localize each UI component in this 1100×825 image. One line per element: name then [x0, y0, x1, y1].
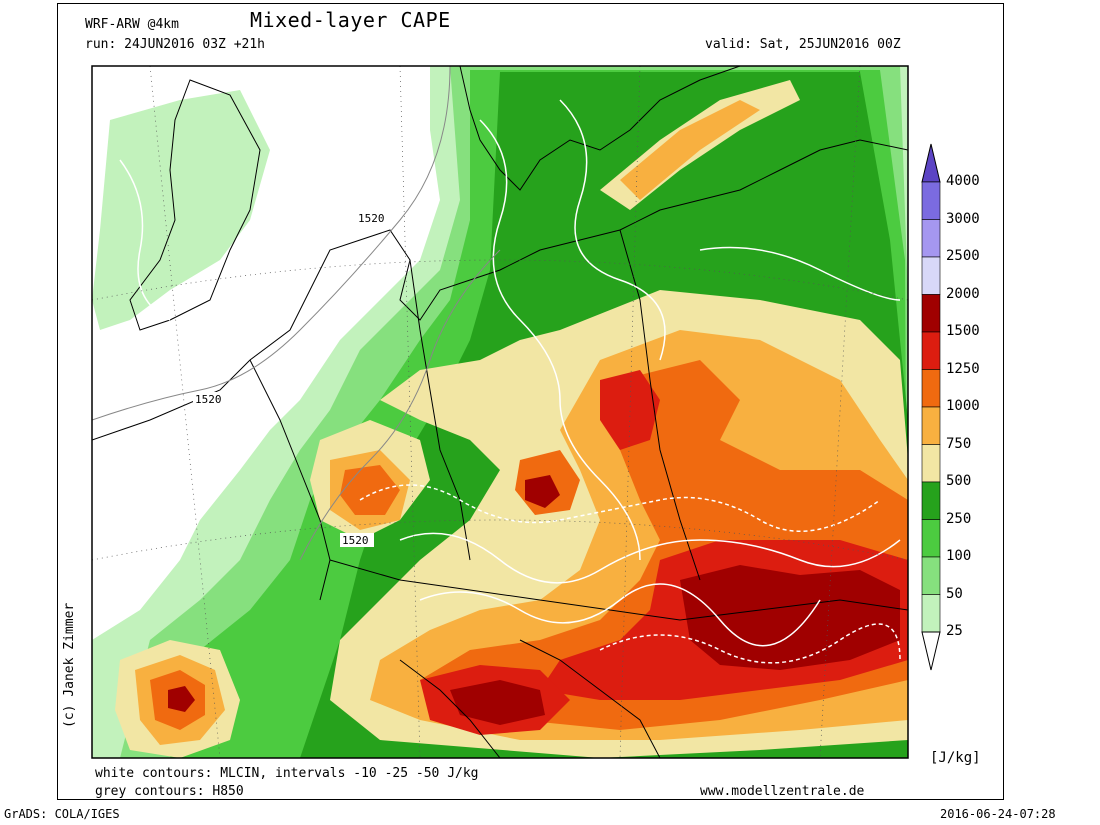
mlcin-contour: [479, 119, 641, 561]
mlcin-contour: [419, 583, 821, 647]
legend-level-label: 250: [946, 510, 972, 527]
border-south: [329, 559, 908, 621]
coast-adriatic: [519, 639, 661, 758]
contour-label-bg: [193, 392, 227, 406]
legend-color-box: [921, 219, 941, 258]
map-fields: [92, 66, 908, 758]
cape-area-750-band: [620, 100, 760, 200]
grid-line: [399, 66, 421, 758]
legend-color-box: [921, 294, 941, 333]
contour-label: 1520: [342, 534, 369, 547]
legend-color-box: [921, 369, 941, 408]
coastlines: [92, 66, 908, 758]
cape-area-1500-alps: [450, 680, 545, 725]
grads-label: GrADS: COLA/IGES: [4, 807, 120, 821]
legend-level-label: 3000: [946, 210, 980, 227]
cape-area-1500-biscay: [168, 686, 195, 712]
figure-frame: [57, 3, 1004, 800]
chart-title: Mixed-layer CAPE: [250, 8, 451, 32]
run-label: run: 24JUN2016 03Z +21h: [85, 37, 266, 52]
timestamp-label: 2016-06-24-07:28: [940, 807, 1056, 821]
legend-level-label: 50: [946, 585, 963, 602]
cape-area-1000-west: [340, 465, 400, 515]
border-west: [249, 359, 331, 601]
grid-line: [149, 66, 221, 758]
contour-label-bg: [340, 533, 374, 547]
legend-arrow-bottom: [921, 631, 941, 671]
grid-line: [92, 259, 908, 301]
mlcin-contours: [119, 99, 901, 664]
footer-mlcin-note: white contours: MLCIN, intervals -10 -25…: [95, 766, 479, 781]
map-border: [91, 65, 909, 759]
legend-color-box: [921, 181, 941, 220]
mlcin-contour: [699, 246, 901, 301]
legend-arrow-top: [921, 143, 941, 183]
border-east: [619, 229, 701, 581]
legend-color-boxes: [921, 143, 941, 671]
mlcin-contour: [119, 159, 171, 321]
grid-line: [619, 66, 641, 758]
cape-area-1500-center: [525, 475, 560, 508]
legend-color-box: [921, 556, 941, 595]
legend-level-label: 25: [946, 623, 963, 639]
mlcin-contour: [359, 484, 881, 532]
legend-unit: [J/kg]: [930, 750, 981, 766]
footer-h850-note: grey contours: H850: [95, 784, 244, 799]
legend-color-box: [921, 256, 941, 295]
grid-line: [92, 519, 908, 561]
legend-level-label: 2000: [946, 285, 980, 302]
legend-level-label: 750: [946, 435, 972, 452]
grid-line: [819, 66, 861, 758]
legend-level-label: 1500: [946, 323, 980, 339]
coast-scandinavia: [459, 66, 741, 191]
legend-color-box: [921, 406, 941, 445]
credit-label: (c) Janek Zimmer: [62, 602, 77, 728]
contour-label-bg: [356, 211, 390, 225]
cape-area-1250-center: [600, 370, 660, 450]
h850-contour: [299, 249, 501, 561]
cape-area-1500: [680, 565, 900, 670]
border-central: [409, 259, 471, 561]
legend-color-box: [921, 519, 941, 558]
contour-label: 1520: [358, 212, 385, 225]
coast-britain: [129, 79, 261, 331]
legend-level-label: 2500: [946, 248, 980, 264]
legend-color-box: [921, 594, 941, 633]
mlcin-contour: [559, 99, 666, 361]
legend-level-label: 500: [946, 473, 972, 489]
cape-area-25-uk: [92, 90, 270, 330]
legend-level-label: 1000: [946, 398, 980, 414]
coast-continent: [92, 139, 908, 441]
coast-italy: [399, 659, 501, 758]
legend-color-box: [921, 444, 941, 483]
legend-color-box: [921, 331, 941, 370]
legend-level-label: 1250: [946, 360, 980, 377]
latlon-grid: [92, 66, 908, 758]
h850-contours: [92, 66, 501, 561]
website-label: www.modellzentrale.de: [700, 784, 865, 799]
mlcin-contour: [399, 532, 901, 584]
h850-contour: [92, 66, 451, 421]
contour-label: 1520: [195, 393, 222, 406]
legend-level-label: 4000: [946, 173, 980, 189]
model-label: WRF-ARW @4km: [85, 17, 179, 32]
legend-color-box: [921, 481, 941, 520]
legend-level-label: 100: [946, 548, 972, 564]
valid-label: valid: Sat, 25JUN2016 00Z: [705, 37, 901, 52]
